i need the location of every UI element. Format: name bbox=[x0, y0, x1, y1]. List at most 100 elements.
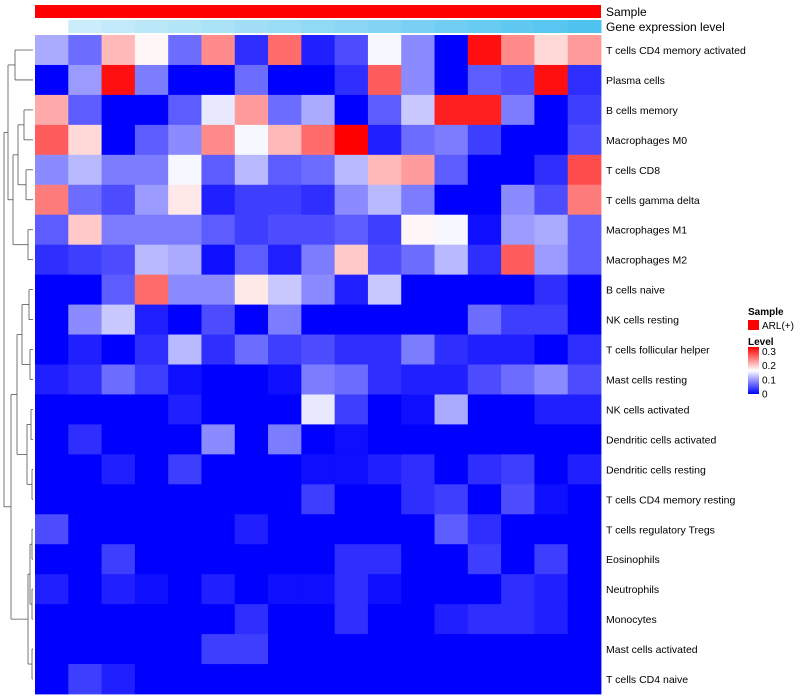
heatmap-cell bbox=[201, 424, 236, 455]
heatmap-cell bbox=[68, 214, 102, 246]
heatmap-cell bbox=[68, 454, 102, 485]
row-label: Macrophages M1 bbox=[606, 225, 687, 237]
heatmap-cell bbox=[168, 424, 202, 455]
heatmap-cell bbox=[134, 514, 169, 545]
heatmap-cell bbox=[467, 35, 502, 66]
heatmap-cell bbox=[501, 64, 535, 96]
row-label: T cells follicular helper bbox=[606, 345, 710, 357]
heatmap-cell bbox=[434, 244, 469, 276]
heatmap-cell bbox=[501, 454, 535, 485]
heatmap-cell bbox=[201, 334, 236, 365]
heatmap-cell bbox=[434, 334, 469, 365]
heatmap-cell bbox=[134, 574, 169, 605]
heatmap-cell bbox=[401, 514, 435, 545]
heatmap-cell bbox=[35, 514, 69, 545]
heatmap-cell bbox=[567, 334, 602, 365]
heatmap-cell bbox=[201, 304, 236, 335]
heatmap-cell bbox=[301, 184, 336, 216]
heatmap-cell bbox=[168, 604, 202, 635]
heatmap-cell bbox=[434, 664, 469, 695]
heatmap-cell bbox=[35, 184, 69, 216]
heatmap-cell bbox=[168, 35, 202, 66]
heatmap-cell bbox=[35, 35, 69, 66]
heatmap-cell bbox=[301, 484, 336, 515]
heatmap-cell bbox=[534, 394, 569, 425]
heatmap-cell bbox=[134, 94, 169, 126]
heatmap-cell bbox=[301, 304, 336, 335]
heatmap-cell bbox=[35, 154, 69, 186]
heatmap-cell bbox=[268, 454, 302, 485]
heatmap-cell bbox=[567, 454, 602, 485]
heatmap-cell bbox=[134, 244, 169, 276]
heatmap-cell bbox=[234, 124, 269, 156]
heatmap-cell bbox=[234, 64, 269, 96]
heatmap-cell bbox=[401, 214, 435, 246]
heatmap-cell bbox=[268, 664, 302, 695]
heatmap-cell bbox=[101, 334, 136, 365]
heatmap-cell bbox=[201, 64, 236, 96]
heatmap-cell bbox=[168, 394, 202, 425]
heatmap-cell bbox=[534, 634, 569, 665]
heatmap-cell bbox=[301, 544, 336, 575]
heatmap-cell bbox=[301, 664, 336, 695]
heatmap-cell bbox=[334, 244, 369, 276]
heatmap-cell bbox=[334, 154, 369, 186]
heatmap-cell bbox=[101, 454, 136, 485]
heatmap-cell bbox=[68, 154, 102, 186]
heatmap-cell bbox=[168, 214, 202, 246]
heatmap-cell bbox=[567, 304, 602, 335]
heatmap-cell bbox=[35, 64, 69, 96]
heatmap-cell bbox=[534, 94, 569, 126]
track-expression-cell bbox=[501, 20, 535, 33]
heatmap-cell bbox=[401, 334, 435, 365]
heatmap-cell bbox=[268, 35, 302, 66]
heatmap-cell bbox=[367, 244, 402, 276]
row-label: Dendritic cells resting bbox=[606, 464, 706, 476]
heatmap-cell bbox=[301, 394, 336, 425]
heatmap-cell bbox=[534, 35, 569, 66]
heatmap-cell bbox=[101, 484, 136, 515]
heatmap-cell bbox=[534, 124, 569, 156]
heatmap-cell bbox=[467, 544, 502, 575]
track-expression-cell bbox=[467, 20, 502, 33]
heatmap-cell bbox=[467, 154, 502, 186]
heatmap-cell bbox=[434, 154, 469, 186]
heatmap-cell bbox=[501, 334, 535, 365]
heatmap-cell bbox=[68, 664, 102, 695]
heatmap-cell bbox=[201, 454, 236, 485]
heatmap-cell bbox=[35, 334, 69, 365]
track-expression-cell bbox=[567, 20, 602, 33]
track-expression-cell bbox=[268, 20, 302, 33]
heatmap-cell bbox=[101, 64, 136, 96]
heatmap-cell bbox=[134, 304, 169, 335]
heatmap-cell bbox=[434, 35, 469, 66]
heatmap-cell bbox=[234, 664, 269, 695]
heatmap-cell bbox=[68, 544, 102, 575]
heatmap-cell bbox=[501, 304, 535, 335]
heatmap-cell bbox=[168, 274, 202, 305]
heatmap-cell bbox=[367, 484, 402, 515]
row-label: Mast cells resting bbox=[606, 374, 687, 386]
heatmap-cell bbox=[401, 94, 435, 126]
heatmap-cell bbox=[434, 304, 469, 335]
heatmap-cell bbox=[68, 334, 102, 365]
heatmap-cell bbox=[567, 364, 602, 395]
heatmap-cell bbox=[467, 334, 502, 365]
heatmap-cell bbox=[268, 334, 302, 365]
heatmap-cell bbox=[501, 574, 535, 605]
heatmap-cell bbox=[467, 514, 502, 545]
heatmap-cell bbox=[467, 304, 502, 335]
heatmap-cell bbox=[367, 35, 402, 66]
heatmap-cell bbox=[401, 424, 435, 455]
track-expression-cell bbox=[101, 20, 136, 33]
heatmap-cell bbox=[234, 304, 269, 335]
heatmap-cell bbox=[101, 394, 136, 425]
heatmap-cell bbox=[501, 394, 535, 425]
heatmap-cell bbox=[234, 274, 269, 305]
heatmap-cells bbox=[35, 35, 602, 695]
row-label: Monocytes bbox=[606, 614, 657, 626]
heatmap-cell bbox=[401, 124, 435, 156]
heatmap-cell bbox=[268, 274, 302, 305]
heatmap-cell bbox=[168, 514, 202, 545]
heatmap-cell bbox=[301, 124, 336, 156]
